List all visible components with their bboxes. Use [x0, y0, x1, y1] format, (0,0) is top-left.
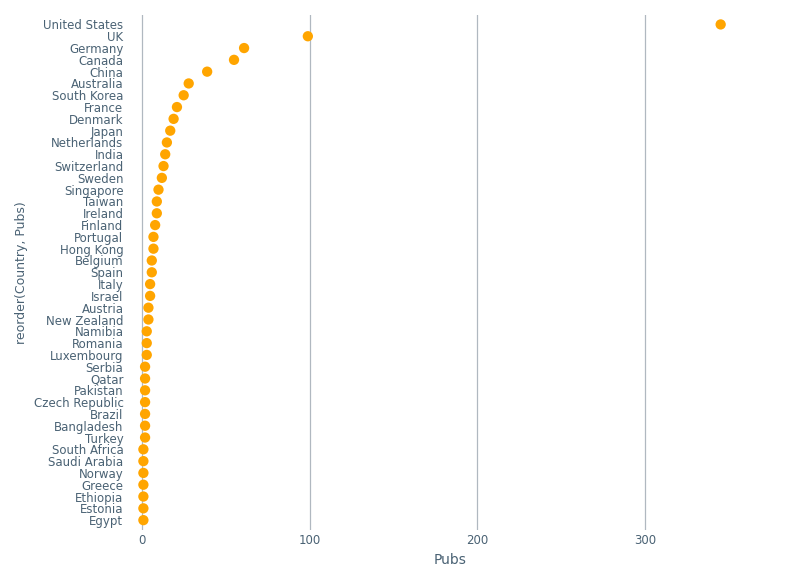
Point	[714, 20, 727, 29]
Point	[139, 433, 152, 442]
Point	[167, 114, 180, 123]
Point	[139, 409, 152, 418]
Point	[144, 291, 156, 300]
Point	[145, 268, 158, 277]
Point	[228, 55, 241, 65]
Point	[160, 138, 173, 147]
Point	[156, 173, 168, 183]
Point	[147, 232, 160, 242]
Point	[238, 44, 251, 53]
Point	[137, 516, 149, 525]
Point	[144, 279, 156, 289]
Point	[201, 67, 214, 76]
Point	[139, 398, 152, 407]
Point	[137, 445, 149, 454]
Point	[137, 492, 149, 501]
Point	[151, 208, 163, 218]
Point	[141, 350, 153, 360]
Point	[141, 327, 153, 336]
Point	[139, 362, 152, 371]
X-axis label: Pubs: Pubs	[433, 553, 466, 567]
Point	[137, 469, 149, 478]
Point	[151, 197, 163, 206]
Point	[149, 221, 161, 230]
Point	[137, 480, 149, 489]
Point	[139, 386, 152, 395]
Point	[141, 339, 153, 348]
Point	[159, 150, 171, 159]
Point	[302, 31, 314, 41]
Point	[152, 185, 165, 194]
Point	[142, 303, 155, 313]
Point	[139, 374, 152, 383]
Point	[139, 421, 152, 430]
Point	[182, 79, 195, 88]
Point	[147, 244, 160, 253]
Point	[164, 126, 177, 136]
Point	[137, 503, 149, 513]
Point	[157, 161, 170, 171]
Point	[178, 91, 190, 100]
Y-axis label: reorder(Country, Pubs): reorder(Country, Pubs)	[15, 201, 28, 343]
Point	[145, 256, 158, 265]
Point	[171, 102, 183, 112]
Point	[137, 456, 149, 466]
Point	[142, 315, 155, 324]
